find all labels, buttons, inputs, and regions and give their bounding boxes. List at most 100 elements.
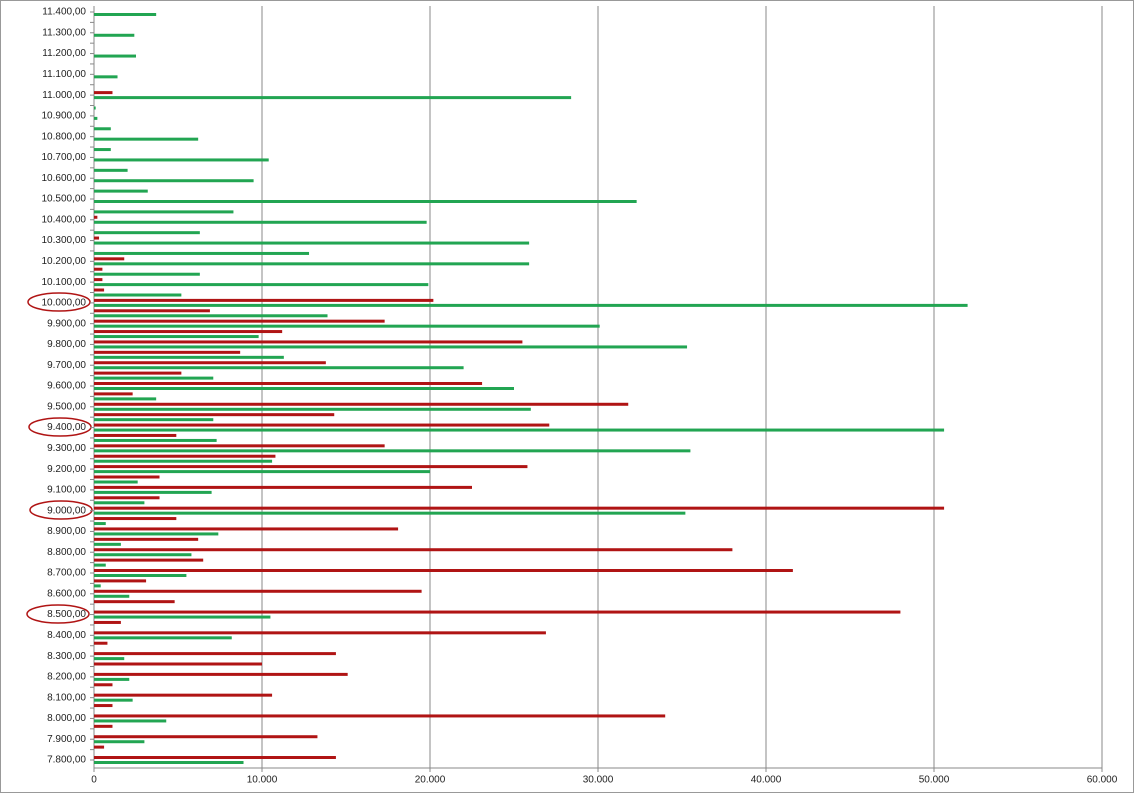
bar xyxy=(94,314,328,318)
y-tick-label: 8.900,00 xyxy=(47,526,86,537)
x-tick-label: 30.000 xyxy=(583,775,614,786)
bar xyxy=(94,579,147,583)
y-tick-label: 11.400,00 xyxy=(42,7,86,18)
bar xyxy=(94,745,105,749)
circle xyxy=(29,500,93,520)
bar xyxy=(94,657,125,661)
bar xyxy=(94,13,157,16)
y-tick-label: 10.600,00 xyxy=(42,173,87,184)
x-tick-label: 20.000 xyxy=(415,775,446,786)
y-tick-label: 9.400,00 xyxy=(47,422,86,433)
bar xyxy=(94,465,528,469)
bar xyxy=(94,459,273,463)
y-tick-label: 9.700,00 xyxy=(47,360,86,371)
bar xyxy=(94,335,259,339)
bar xyxy=(94,158,269,162)
bar xyxy=(94,262,530,266)
bar xyxy=(94,298,434,302)
bar xyxy=(94,366,464,370)
bar xyxy=(94,340,523,344)
bar xyxy=(94,574,187,577)
bar xyxy=(94,220,427,224)
bar xyxy=(94,724,113,728)
bar xyxy=(94,350,241,354)
bar xyxy=(94,215,98,219)
bar xyxy=(94,506,945,510)
circle xyxy=(28,417,92,437)
bar xyxy=(94,569,793,572)
bar xyxy=(94,480,138,484)
bar xyxy=(94,490,212,494)
bar xyxy=(94,620,121,624)
bar xyxy=(94,756,336,759)
y-tick-label: 11.300,00 xyxy=(42,27,86,38)
bar xyxy=(94,511,686,515)
bar xyxy=(94,428,945,432)
bar xyxy=(94,257,125,261)
bar xyxy=(94,376,214,380)
bar xyxy=(94,672,348,676)
bar xyxy=(94,537,199,541)
y-tick-label: 11.000,00 xyxy=(42,90,86,101)
bar xyxy=(94,610,901,614)
y-tick-label: 9.000,00 xyxy=(47,505,86,516)
bar xyxy=(94,594,130,598)
bar xyxy=(94,584,101,588)
bar xyxy=(94,91,113,95)
bar xyxy=(94,735,318,739)
bar xyxy=(94,553,192,557)
y-tick-label: 9.600,00 xyxy=(47,381,86,392)
bar xyxy=(94,615,271,619)
bar xyxy=(94,116,98,120)
bar xyxy=(94,397,157,401)
bar xyxy=(94,319,385,323)
y-tick-label: 9.500,00 xyxy=(47,401,86,412)
bar xyxy=(94,418,214,422)
bar xyxy=(94,444,385,448)
y-tick-label: 10.000,00 xyxy=(42,298,87,309)
bar xyxy=(94,433,177,437)
y-tick-label: 9.300,00 xyxy=(47,443,86,454)
y-tick-label: 10.500,00 xyxy=(42,194,87,205)
bar xyxy=(94,75,118,79)
bar xyxy=(94,200,637,203)
bar xyxy=(94,719,167,723)
y-tick-label: 8.400,00 xyxy=(47,630,86,641)
bar xyxy=(94,267,103,271)
y-tick-label: 11.100,00 xyxy=(42,69,86,80)
circle xyxy=(26,604,90,624)
bar xyxy=(94,548,733,552)
bar xyxy=(94,293,182,297)
bar xyxy=(94,698,133,702)
bar xyxy=(94,449,691,453)
bar xyxy=(94,402,629,406)
bar xyxy=(94,704,113,708)
bar xyxy=(94,527,399,531)
bar xyxy=(94,361,326,365)
bar xyxy=(94,371,182,375)
bar xyxy=(94,589,422,593)
y-tick-label: 10.300,00 xyxy=(42,235,87,246)
bar xyxy=(94,387,514,390)
bar xyxy=(94,278,103,282)
bar xyxy=(94,231,200,235)
bar xyxy=(94,33,135,37)
bar xyxy=(94,251,310,255)
bar xyxy=(94,475,160,479)
x-tick-label: 50.000 xyxy=(919,775,950,786)
y-tick-label: 10.800,00 xyxy=(42,131,87,142)
y-tick-label: 7.800,00 xyxy=(47,755,86,766)
bar xyxy=(94,677,130,681)
y-tick-label: 10.900,00 xyxy=(42,111,87,122)
bar xyxy=(94,288,105,292)
bar xyxy=(94,631,546,635)
highlight-circles xyxy=(26,292,93,624)
bar xyxy=(94,438,217,442)
bar xyxy=(94,423,550,427)
y-tick-label: 7.900,00 xyxy=(47,734,86,745)
y-tick-label: 10.400,00 xyxy=(42,214,87,225)
bar xyxy=(94,501,145,505)
y-tick-label: 8.100,00 xyxy=(47,692,86,703)
